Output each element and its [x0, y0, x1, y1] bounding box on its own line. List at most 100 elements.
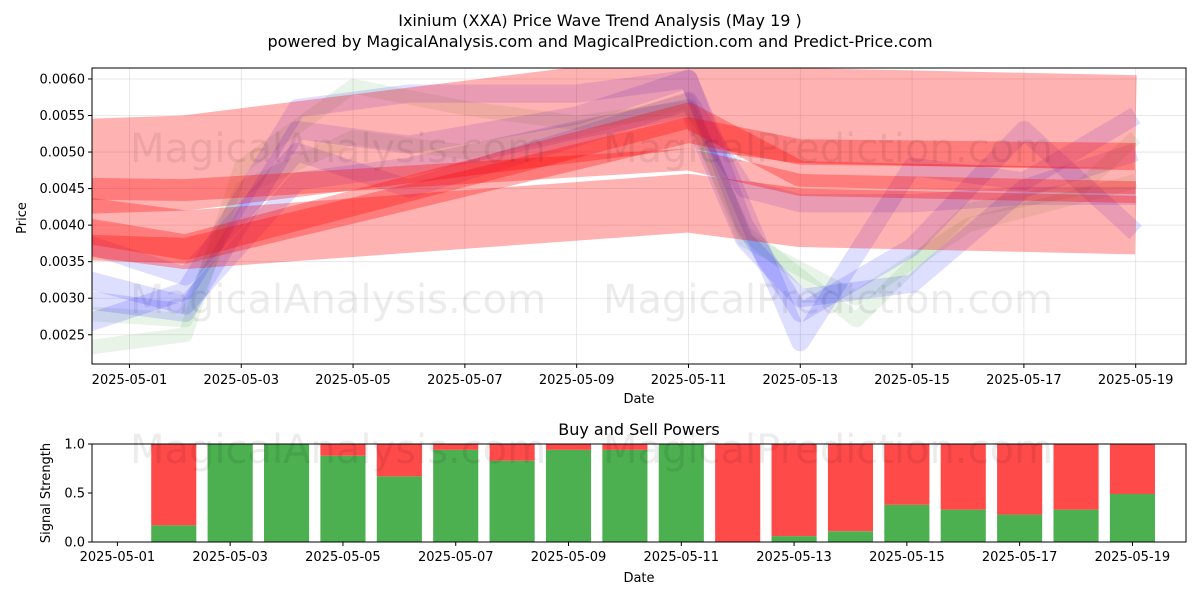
power-x-tick-label: 2025-05-09 — [531, 550, 607, 565]
power-bars — [151, 444, 1155, 542]
power-x-axis-label: Date — [623, 571, 654, 586]
sell-power-bar — [602, 444, 648, 450]
sell-power-bar — [489, 444, 535, 461]
main-y-tick-label: 0.0040 — [40, 219, 86, 234]
main-bands — [92, 68, 1142, 355]
buy-power-bar — [884, 504, 930, 542]
watermark-prediction: MagicalPrediction.com — [603, 427, 1053, 473]
blue-wave-band — [92, 99, 1139, 315]
watermark-analysis: MagicalAnalysis.com — [130, 126, 546, 172]
figure-subtitle: powered by MagicalAnalysis.com and Magic… — [267, 32, 932, 51]
power-y-tick-label: 0.5 — [64, 487, 85, 502]
price-wave-chart: MagicalAnalysis.com MagicalPrediction.co… — [15, 67, 1187, 407]
buy-power-bar — [940, 509, 986, 542]
main-y-tick-label: 0.0060 — [40, 72, 86, 87]
main-x-tick-label: 2025-05-05 — [315, 373, 391, 388]
watermark-analysis: MagicalAnalysis.com — [130, 427, 546, 473]
main-x-tick-label: 2025-05-07 — [427, 373, 503, 388]
power-x-tick-label: 2025-05-17 — [982, 550, 1058, 565]
sell-power-bar — [376, 444, 422, 477]
sell-power-bar — [884, 444, 930, 505]
power-y-tick-label: 0.0 — [64, 536, 85, 551]
main-x-tick-label: 2025-05-01 — [92, 373, 168, 388]
red-wave-band — [92, 102, 1136, 260]
power-x-tick-label: 2025-05-19 — [1095, 550, 1171, 565]
sell-power-bar — [433, 444, 479, 450]
red-wave-band — [92, 68, 1137, 214]
main-y-tick-label: 0.0035 — [40, 255, 86, 270]
main-y-tick-label: 0.0030 — [40, 292, 86, 307]
buy-power-bar — [658, 444, 704, 542]
buy-power-bar — [997, 514, 1043, 542]
main-x-tick-label: 2025-05-19 — [1098, 373, 1174, 388]
power-x-tick-label: 2025-05-03 — [192, 550, 268, 565]
power-chart-title: Buy and Sell Powers — [558, 420, 720, 439]
main-y-tick-label: 0.0050 — [40, 146, 86, 161]
power-y-ticks: 0.0 0.5 1.0 — [64, 438, 92, 551]
red-wave-band — [92, 148, 1136, 204]
main-y-tick-label: 0.0025 — [40, 328, 86, 343]
buy-power-bar — [771, 536, 817, 542]
power-y-tick-label: 1.0 — [64, 438, 85, 453]
green-wave-band — [92, 93, 1138, 328]
main-x-tick-label: 2025-05-11 — [651, 373, 727, 388]
main-y-axis-label: Price — [15, 202, 30, 234]
red-wave-band — [92, 117, 1136, 264]
power-watermarks: MagicalAnalysis.com MagicalPrediction.co… — [130, 427, 1053, 473]
sell-power-bar — [771, 444, 817, 537]
main-watermarks: MagicalAnalysis.com MagicalPrediction.co… — [130, 126, 1053, 323]
main-y-tick-label: 0.0045 — [40, 182, 86, 197]
red-wave-band — [92, 173, 1137, 270]
sell-power-bar — [545, 444, 592, 450]
main-grid — [92, 68, 1186, 364]
main-x-tick-label: 2025-05-13 — [762, 373, 838, 388]
green-wave-band — [92, 79, 1141, 355]
main-x-tick-label: 2025-05-15 — [874, 373, 950, 388]
blue-wave-band — [92, 91, 1136, 286]
sell-power-bar — [827, 444, 874, 532]
main-x-tick-label: 2025-05-09 — [539, 373, 615, 388]
sell-power-bar — [940, 444, 986, 510]
buy-power-bar — [827, 531, 874, 542]
power-x-tick-label: 2025-05-05 — [305, 550, 381, 565]
power-y-axis-label: Signal Strength — [39, 443, 54, 543]
buy-power-bar — [263, 444, 310, 542]
buy-power-bar — [320, 455, 366, 542]
buy-power-bar — [489, 460, 535, 542]
sell-power-bar — [151, 444, 197, 526]
power-x-tick-label: 2025-05-07 — [418, 550, 494, 565]
watermark-analysis: MagicalAnalysis.com — [130, 277, 546, 323]
main-axes-frame — [91, 67, 1187, 365]
buy-power-bar — [1109, 493, 1155, 542]
buy-power-bar — [433, 449, 479, 542]
sell-power-bar — [715, 444, 761, 542]
watermark-prediction: MagicalPrediction.com — [603, 277, 1053, 323]
buy-power-bar — [545, 449, 592, 542]
main-x-ticks: 2025-05-01 2025-05-03 2025-05-05 2025-05-07… — [92, 364, 1174, 388]
buy-power-bar — [1053, 509, 1099, 542]
buy-power-bar — [207, 444, 253, 542]
main-y-tick-label: 0.0055 — [40, 109, 86, 124]
buy-power-bar — [376, 476, 422, 542]
power-x-tick-label: 2025-05-01 — [80, 550, 156, 565]
main-x-tick-label: 2025-05-17 — [986, 373, 1062, 388]
buy-power-bar — [602, 449, 648, 542]
power-x-ticks: 2025-05-01 2025-05-03 2025-05-05 2025-05-07… — [80, 542, 1171, 565]
buy-power-bar — [151, 525, 197, 542]
blue-wave-band — [92, 69, 1142, 322]
main-x-axis-label: Date — [623, 392, 654, 407]
main-y-ticks: 0.0025 0.0030 0.0035 0.0040 0.0045 0.0050 0.00… — [40, 72, 92, 343]
buy-sell-power-chart: Buy and Sell Powers MagicalAnalysis.com … — [39, 420, 1187, 586]
sell-power-bar — [1109, 444, 1155, 494]
power-x-tick-label: 2025-05-15 — [869, 550, 945, 565]
power-x-tick-label: 2025-05-13 — [756, 550, 832, 565]
figure-title: Ixinium (XXA) Price Wave Trend Analysis … — [398, 11, 802, 30]
blue-wave-band — [92, 69, 1141, 352]
sell-power-bar — [1053, 444, 1099, 510]
main-x-tick-label: 2025-05-03 — [203, 373, 279, 388]
watermark-prediction: MagicalPrediction.com — [603, 126, 1053, 172]
sell-power-bar — [320, 444, 366, 456]
power-x-tick-label: 2025-05-11 — [644, 550, 720, 565]
sell-power-bar — [997, 444, 1043, 515]
